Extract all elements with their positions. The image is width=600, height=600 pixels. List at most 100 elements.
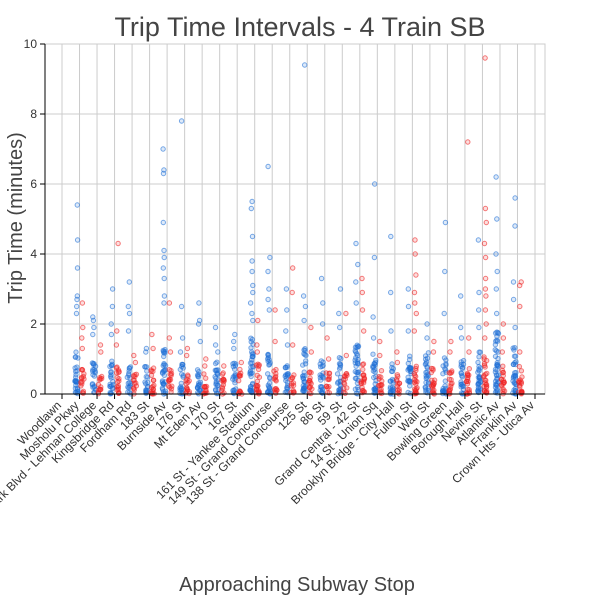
data-point — [446, 376, 453, 382]
plot-area — [44, 43, 546, 395]
data-point — [352, 386, 359, 392]
data-point — [162, 346, 168, 353]
data-point — [441, 310, 447, 317]
data-point — [247, 300, 254, 306]
data-point — [79, 335, 85, 341]
data-point — [283, 286, 290, 292]
data-point — [370, 335, 377, 341]
data-point — [212, 387, 219, 393]
data-point — [510, 361, 517, 368]
data-point — [160, 170, 167, 177]
data-point — [352, 375, 359, 382]
data-point — [236, 373, 243, 379]
data-point — [372, 181, 378, 187]
data-point — [116, 378, 122, 384]
data-point — [361, 376, 367, 382]
data-point — [342, 390, 348, 396]
data-point — [161, 254, 167, 261]
data-point — [212, 342, 219, 348]
data-point — [161, 368, 167, 374]
data-point — [272, 387, 278, 393]
x-axis-title: Approaching Subway Stop — [179, 574, 415, 596]
data-point — [160, 265, 167, 271]
data-point — [413, 272, 419, 278]
data-point — [195, 321, 202, 327]
data-point — [482, 286, 489, 292]
data-point — [131, 377, 137, 384]
data-point — [413, 310, 419, 317]
data-point — [371, 374, 377, 381]
data-point — [500, 335, 507, 341]
y-axis-title: Trip Time (minutes) — [5, 132, 27, 304]
data-point — [512, 372, 518, 378]
data-point — [167, 349, 174, 355]
data-point — [230, 387, 236, 394]
data-point — [272, 338, 278, 345]
data-point — [125, 328, 132, 334]
data-point — [325, 356, 332, 362]
data-point — [518, 368, 525, 374]
data-point — [90, 331, 96, 338]
data-point — [124, 374, 131, 380]
data-point — [307, 369, 313, 375]
data-point — [99, 375, 105, 382]
data-point — [512, 195, 518, 201]
data-point — [272, 307, 278, 313]
data-point — [516, 363, 523, 370]
data-point — [266, 380, 273, 386]
data-point — [326, 376, 332, 383]
data-point — [92, 368, 98, 374]
data-point — [352, 368, 358, 375]
data-point — [424, 364, 430, 370]
data-point — [291, 372, 297, 378]
data-point — [131, 387, 138, 393]
data-point — [302, 303, 309, 310]
data-point — [484, 357, 490, 364]
data-point — [512, 324, 518, 331]
data-point — [250, 289, 256, 296]
data-point — [301, 388, 307, 394]
data-point — [159, 385, 166, 391]
data-point — [371, 386, 377, 392]
data-point — [149, 331, 155, 338]
data-point — [309, 386, 315, 392]
data-point — [306, 390, 313, 396]
data-point — [237, 366, 243, 373]
data-point — [482, 275, 489, 282]
data-point — [80, 324, 86, 331]
data-point — [319, 321, 326, 327]
data-point — [512, 223, 518, 229]
data-point — [465, 139, 471, 145]
data-point — [167, 377, 174, 383]
data-point — [466, 366, 472, 372]
data-points — [72, 55, 525, 397]
data-point — [131, 352, 137, 359]
data-point — [250, 282, 256, 289]
data-point — [495, 329, 501, 336]
data-point — [265, 371, 271, 377]
data-point — [387, 378, 393, 384]
data-point — [405, 328, 411, 334]
data-point — [160, 381, 167, 387]
data-point — [361, 328, 367, 334]
data-point — [109, 286, 116, 292]
data-point — [337, 286, 344, 292]
data-point — [359, 307, 366, 313]
data-point — [308, 324, 314, 331]
data-point — [466, 372, 472, 378]
series-red — [78, 55, 525, 397]
data-point — [250, 317, 256, 324]
data-point — [483, 321, 489, 327]
data-point — [254, 342, 260, 348]
data-point — [115, 240, 121, 247]
data-point — [74, 202, 81, 208]
data-point — [219, 387, 225, 394]
data-point — [212, 324, 219, 331]
data-point — [440, 385, 446, 392]
data-point — [81, 376, 87, 382]
data-point — [493, 174, 499, 180]
data-point — [405, 360, 411, 367]
data-point — [343, 371, 349, 377]
data-point — [307, 377, 313, 384]
data-point — [442, 219, 449, 226]
